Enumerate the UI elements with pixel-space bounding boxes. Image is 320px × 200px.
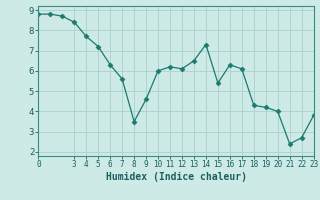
X-axis label: Humidex (Indice chaleur): Humidex (Indice chaleur) (106, 172, 246, 182)
